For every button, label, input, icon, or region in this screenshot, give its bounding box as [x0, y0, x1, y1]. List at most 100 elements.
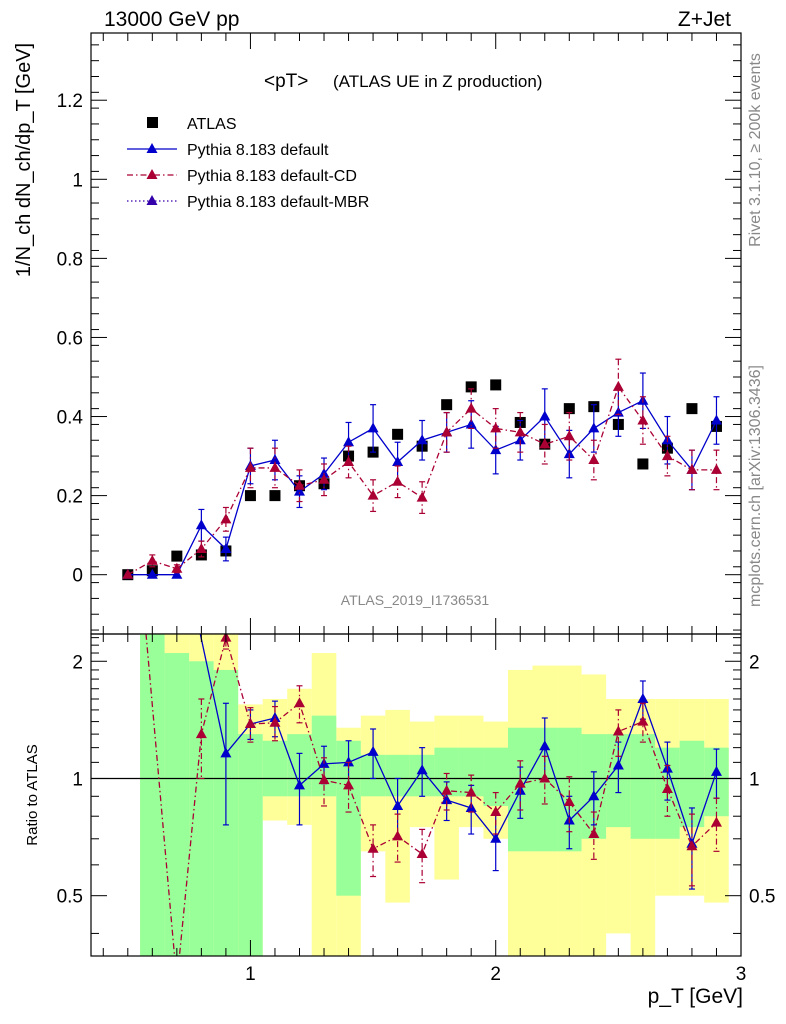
legend: ATLAS Pythia 8.183 default Pythia 8.183 …: [127, 116, 369, 211]
main-point-pythia-8-183-default-14: [465, 418, 477, 429]
legend-item-mbr: Pythia 8.183 default-MBR: [127, 194, 369, 211]
ratio-point-pythia-8-183-default-cd-20: [637, 715, 649, 726]
main-ytick-label-0: 0: [72, 566, 83, 587]
main-point-pythia-8-183-default-8: [318, 467, 330, 478]
ratio-point-pythia-8-183-default-cd-4: [244, 718, 256, 729]
x-tick-label-2: 3: [736, 964, 747, 985]
legend-label-atlas: ATLAS: [187, 116, 237, 133]
ratio-point-pythia-8-183-default-cd-8: [343, 779, 355, 790]
legend-marker-default: [146, 143, 158, 153]
main-line-pythia-8-183-default-cd: [127, 385, 717, 576]
main-point-atlas-5: [244, 490, 256, 502]
main-point-pythia-8-183-default-10: [367, 422, 379, 433]
main-ytick-label-3: 0.6: [57, 328, 83, 349]
main-errbar-pythia-8-183-default-cd-17: [541, 423, 548, 465]
ratio-point-pythia-8-183-default-cd-12: [441, 784, 453, 795]
main-point-pythia-8-183-default-cd-18: [563, 430, 575, 441]
ratio-band-outer-7: [311, 653, 337, 956]
main-point-pythia-8-183-default-17: [539, 410, 551, 421]
ratio-point-pythia-8-183-default-10: [441, 794, 453, 805]
main-point-atlas-2: [171, 550, 183, 562]
plot-subtitle: (ATLAS UE in Z production): [333, 72, 542, 91]
main-point-pythia-8-183-default-3: [195, 519, 207, 530]
main-point-pythia-8-183-default-2: [171, 568, 183, 579]
ratio-frame: [90, 633, 742, 957]
main-ytick-label-1: 0.2: [57, 487, 83, 508]
ratio-point-pythia-8-183-default-6: [343, 756, 355, 767]
main-errbar-pythia-8-183-default-cd-6: [271, 447, 278, 489]
main-ytick-label-6: 1.2: [57, 91, 83, 112]
main-point-atlas-18: [563, 403, 575, 415]
ratio-point-pythia-8-183-default-cd-5: [269, 716, 281, 727]
ratio-errbar-pythia-8-183-default-cd-2: [198, 698, 205, 780]
ratio-band-inner-5: [262, 740, 288, 797]
main-errbar-pythia-8-183-default-cd-24: [713, 449, 720, 491]
main-point-pythia-8-183-default-cd-22: [661, 450, 673, 461]
mcplots-label: mcplots.cern.ch [arXiv:1306.3436]: [747, 365, 764, 607]
main-errbar-pythia-8-183-default-cd-23: [688, 449, 695, 491]
ratio-errbar-pythia-8-183-default-cd-9: [370, 824, 377, 878]
ratio-point-pythia-8-183-default-cd-2: [195, 728, 207, 739]
ratio-band-inner-0: [140, 634, 165, 956]
main-ytick-label-4: 0.8: [57, 249, 83, 270]
main-point-pythia-8-183-default-cd-8: [318, 473, 330, 484]
ratio-ytick-label-left-1: 1: [72, 769, 83, 790]
legend-marker-cd: [146, 169, 158, 179]
ratio-point-pythia-8-183-default-17: [612, 759, 624, 770]
main-point-pythia-8-183-default-7: [293, 485, 305, 496]
main-point-pythia-8-183-default-cd-4: [220, 513, 232, 524]
ratio-ytick-label-right-2: 2: [749, 652, 760, 673]
x-tick-label-1: 2: [490, 964, 501, 985]
x-tick-label-0: 1: [245, 964, 256, 985]
main-point-pythia-8-183-default-cd-10: [367, 489, 379, 500]
main-point-pythia-8-183-default-4: [220, 542, 232, 553]
main-errbar-pythia-8-183-default-cd-13: [443, 411, 450, 453]
ratio-point-pythia-8-183-default-cd-13: [465, 786, 477, 797]
main-errbar-pythia-8-183-default-cd-16: [517, 411, 524, 453]
legend-label-cd: Pythia 8.183 default-CD: [187, 168, 357, 185]
main-point-atlas-21: [637, 458, 649, 470]
main-point-pythia-8-183-default-cd-20: [612, 380, 624, 391]
main-point-atlas-13: [441, 399, 453, 411]
main-point-pythia-8-183-default-11: [392, 456, 404, 467]
main-point-pythia-8-183-default-12: [416, 434, 428, 445]
ratio-errbar-pythia-8-183-default-cd-3: [222, 634, 229, 650]
main-ytick-label-2: 0.4: [57, 408, 84, 429]
main-errbar-pythia-8-183-default-cd-15: [492, 408, 499, 449]
main-point-pythia-8-183-default-15: [490, 444, 502, 455]
ratio-y-axis-label: Ratio to ATLAS: [24, 744, 41, 845]
ratio-point-pythia-8-183-default-4: [293, 779, 305, 790]
ratio-errbar-pythia-8-183-default-cd-14: [492, 791, 499, 835]
main-point-pythia-8-183-default-19: [588, 422, 600, 433]
main-point-pythia-8-183-default-cd-6: [269, 461, 281, 472]
ratio-panel-axes: 0.5 0.5 1 1 2 2 1 2 3: [57, 633, 775, 985]
main-point-pythia-8-183-default-1: [146, 568, 158, 579]
main-point-pythia-8-183-default-cd-16: [514, 426, 526, 437]
main-point-pythia-8-183-default-cd-2: [171, 562, 183, 573]
ratio-point-pythia-8-183-default-21: [710, 765, 722, 776]
ratio-point-pythia-8-183-default-12: [490, 832, 502, 843]
main-point-pythia-8-183-default-cd-24: [710, 463, 722, 474]
ratio-band-inner-4: [238, 734, 263, 956]
ratio-point-pythia-8-183-default-cd-21: [661, 782, 673, 793]
main-point-pythia-8-183-default-cd-19: [588, 454, 600, 465]
ratio-band-inner-1: [164, 653, 190, 956]
main-point-pythia-8-183-default-cd-11: [392, 475, 404, 486]
ratio-point-pythia-8-183-default-cd-6: [293, 697, 305, 708]
ratio-point-pythia-8-183-default-7: [367, 745, 379, 756]
legend-label-default: Pythia 8.183 default: [187, 142, 329, 159]
ratio-panel-data: [91, 634, 741, 956]
main-errbar-pythia-8-183-default-cd-22: [664, 435, 671, 477]
ratio-point-pythia-8-183-default-cd-11: [416, 847, 428, 858]
main-point-pythia-8-183-default-cd-12: [416, 491, 428, 502]
ratio-point-pythia-8-183-default-18: [637, 693, 649, 704]
ratio-point-pythia-8-183-default-cd-10: [392, 830, 404, 841]
ratio-point-pythia-8-183-default-8: [392, 799, 404, 810]
ratio-band-inner-20: [630, 734, 656, 839]
ratio-errbar-pythia-8-183-default-cd-21: [664, 764, 671, 817]
main-point-pythia-8-183-default-cd-0: [122, 568, 134, 579]
main-point-pythia-8-183-default-cd-7: [293, 479, 305, 490]
ratio-point-pythia-8-183-default-cd-23: [710, 816, 722, 827]
main-point-pythia-8-183-default-cd-14: [465, 402, 477, 413]
